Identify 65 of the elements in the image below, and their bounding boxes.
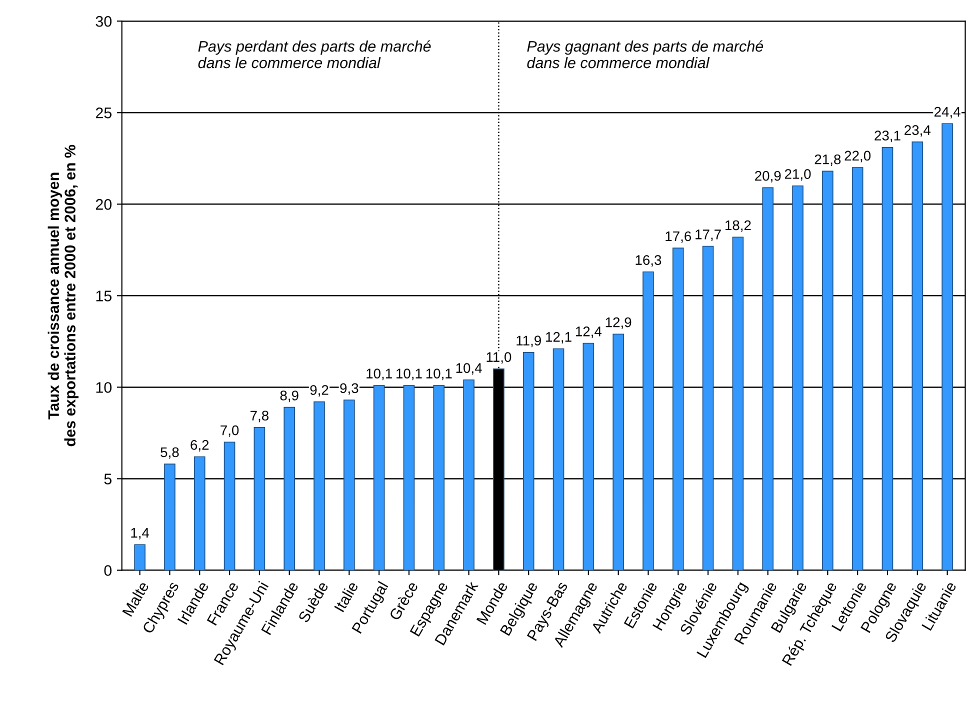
- bar: [912, 142, 924, 570]
- y-tick-label: 30: [96, 16, 112, 27]
- annotation: Pays perdant des parts de marché dans le commerce mondial: [198, 40, 431, 68]
- data-label: 12,4: [576, 326, 602, 338]
- data-label: 17,6: [666, 231, 692, 243]
- bar: [582, 342, 594, 570]
- y-tick-label: 0: [104, 565, 112, 576]
- bar: [882, 147, 894, 570]
- data-label: 5,8: [160, 447, 179, 459]
- data-label: 21,0: [784, 169, 811, 181]
- data-label: 10,1: [366, 368, 392, 380]
- bar: [344, 400, 355, 570]
- data-label: 16,3: [636, 255, 662, 267]
- data-label: 10,1: [396, 368, 422, 380]
- bar: [194, 456, 206, 570]
- data-label: 7,0: [220, 425, 239, 437]
- bar: [134, 544, 146, 570]
- bar: [463, 379, 474, 570]
- y-tick-label: 5: [104, 474, 112, 484]
- bar: [822, 170, 834, 570]
- data-label: 21,8: [814, 154, 841, 166]
- bar: [642, 271, 654, 570]
- bar: [792, 185, 804, 570]
- y-tick-label: 20: [96, 199, 112, 210]
- data-label: 12,9: [606, 317, 632, 329]
- data-label: 18,2: [726, 220, 751, 232]
- data-label: 23,1: [874, 130, 900, 142]
- data-label: 9,2: [310, 385, 328, 397]
- data-label: 10,4: [456, 363, 482, 375]
- bar: [672, 248, 684, 570]
- data-label: 17,7: [696, 230, 721, 241]
- bar: [254, 427, 266, 570]
- bar: [284, 406, 296, 570]
- bar: [522, 352, 534, 570]
- bar: [702, 246, 714, 570]
- bar: [762, 187, 774, 570]
- y-axis-title: Taux de croissance annuel moyen des exportations entre 2000 et 2006, en %: [48, 144, 78, 446]
- data-label: 11,0: [486, 352, 512, 364]
- data-label: 6,2: [190, 440, 209, 452]
- data-label: 8,9: [280, 390, 298, 402]
- data-label: 22,0: [844, 150, 871, 162]
- data-label: 23,4: [904, 125, 931, 137]
- data-label: 20,9: [755, 170, 781, 182]
- data-label: 7,8: [250, 410, 268, 422]
- bar: [373, 384, 385, 570]
- y-tick-label: 10: [96, 382, 112, 393]
- bar: [552, 348, 564, 570]
- data-label: 11,9: [516, 336, 541, 348]
- bar: [164, 464, 176, 570]
- bar: [314, 401, 325, 570]
- data-label: 9,3: [340, 383, 358, 395]
- annotation: Pays gagnant des parts de marché dans le commerce mondial: [527, 40, 764, 68]
- bar: [403, 384, 415, 570]
- y-tick-label: 15: [96, 290, 112, 302]
- data-label: 24,4: [934, 106, 960, 118]
- bar: [852, 167, 864, 570]
- bar: [612, 334, 624, 570]
- y-tick-label: 25: [96, 108, 112, 118]
- data-label: 12,1: [546, 332, 572, 344]
- bar: [732, 236, 744, 570]
- bar: [224, 442, 236, 570]
- bar: [433, 384, 445, 570]
- data-label: 1,4: [131, 528, 150, 540]
- data-label: 10,1: [426, 368, 452, 380]
- bar: [942, 123, 953, 570]
